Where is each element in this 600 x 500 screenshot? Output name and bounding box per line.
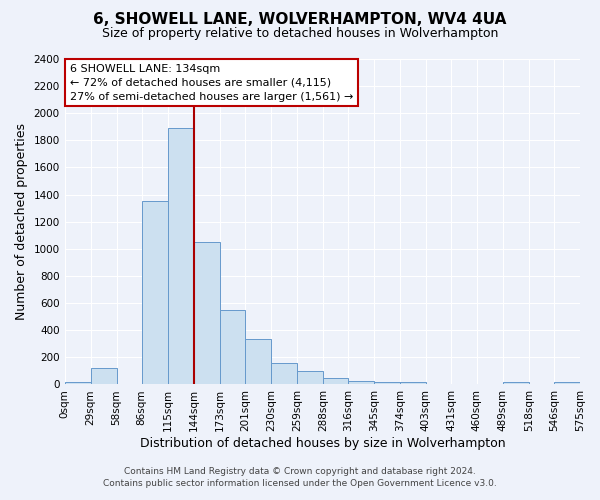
- Text: Size of property relative to detached houses in Wolverhampton: Size of property relative to detached ho…: [102, 28, 498, 40]
- Bar: [194, 242, 220, 384]
- Bar: [142, 202, 168, 384]
- Text: 6, SHOWELL LANE, WOLVERHAMPTON, WV4 4UA: 6, SHOWELL LANE, WOLVERHAMPTON, WV4 4UA: [94, 12, 506, 28]
- Text: Contains HM Land Registry data © Crown copyright and database right 2024.
Contai: Contains HM Land Registry data © Crown c…: [103, 466, 497, 487]
- Bar: [65, 382, 91, 384]
- Bar: [348, 381, 374, 384]
- Bar: [245, 339, 271, 384]
- Bar: [503, 382, 529, 384]
- Bar: [91, 368, 116, 384]
- Bar: [374, 382, 400, 384]
- Bar: [220, 310, 245, 384]
- Text: 6 SHOWELL LANE: 134sqm
← 72% of detached houses are smaller (4,115)
27% of semi-: 6 SHOWELL LANE: 134sqm ← 72% of detached…: [70, 64, 353, 102]
- Bar: [271, 363, 297, 384]
- Bar: [400, 382, 426, 384]
- Y-axis label: Number of detached properties: Number of detached properties: [15, 123, 28, 320]
- Bar: [168, 128, 194, 384]
- X-axis label: Distribution of detached houses by size in Wolverhampton: Distribution of detached houses by size …: [140, 437, 505, 450]
- Bar: [554, 382, 580, 384]
- Bar: [297, 371, 323, 384]
- Bar: [323, 378, 348, 384]
